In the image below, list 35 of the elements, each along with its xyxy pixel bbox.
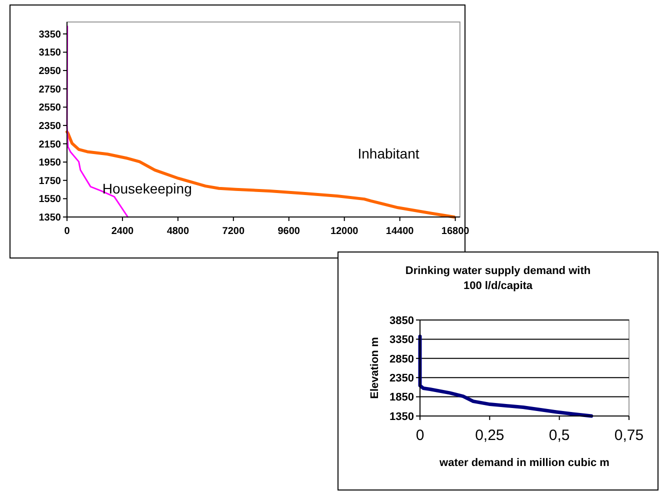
y-tick-label: 3350 [390,334,414,346]
x-tick-label: 2400 [111,226,134,237]
text: Inhabitant [358,146,420,162]
y-tick-label: 2550 [38,102,62,114]
y-tick-label: 1950 [38,158,62,169]
x-tick-label: 4800 [166,226,190,237]
y-tick-label: 3350 [38,29,62,40]
y-tick-label: 2750 [38,84,62,96]
series-label: Housekeeping [102,180,192,197]
y-tick-label: 3850 [390,314,414,327]
line-series [66,130,456,218]
x-tick-label: 0 [64,226,70,237]
x-tick-label: 0,5 [548,427,570,444]
y-tick-label: 1750 [38,176,62,187]
x-tick-label: 14400 [386,226,414,237]
y-axis-title: Elevation m [369,336,381,399]
y-tick-label: 1350 [390,410,414,423]
y-tick-label: 2350 [38,120,62,132]
y-tick-label: 3150 [38,48,62,59]
x-tick-label: 0,25 [475,427,504,444]
y-tick-label: 2950 [38,66,62,78]
y-tick-label: 2850 [390,353,414,366]
x-tick-label: 0,75 [614,427,644,444]
y-tick-label: 2350 [390,372,414,384]
x-tick-label: 7200 [222,226,245,237]
y-tick-label: 1550 [38,194,62,206]
x-tick-label: 9600 [278,226,300,237]
x-axis-title: water demand in million cubic m [438,457,610,469]
chart-title: Drinking water supply demand with 100 l/d/capita [405,265,591,292]
y-tick-label: 1850 [390,392,414,404]
x-tick-label: 12000 [330,226,359,237]
y-tick-label: 1350 [38,212,62,224]
line-series [418,334,594,418]
y-tick-label: 2150 [38,139,62,150]
x-tick-label: 0 [416,427,424,444]
